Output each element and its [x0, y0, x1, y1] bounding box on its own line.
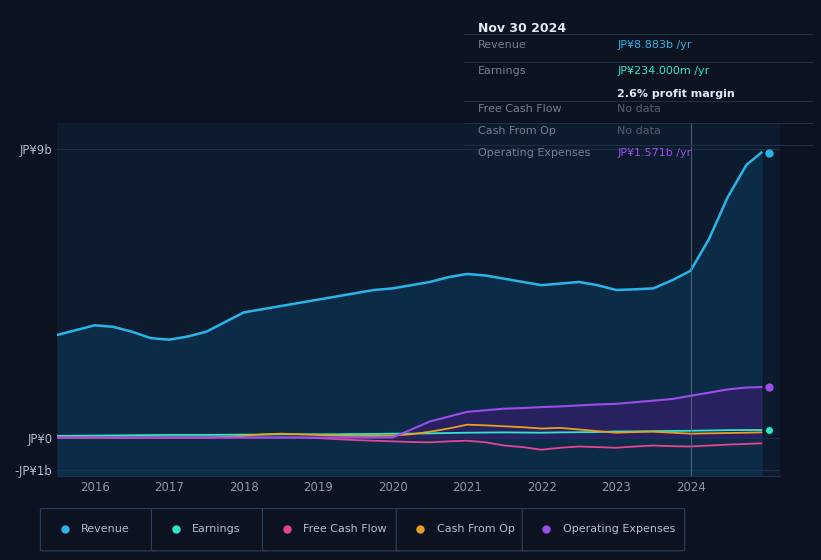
Text: No data: No data — [617, 104, 661, 114]
Text: Revenue: Revenue — [478, 40, 526, 50]
FancyBboxPatch shape — [522, 508, 685, 551]
Text: JP¥8.883b /yr: JP¥8.883b /yr — [617, 40, 692, 50]
FancyBboxPatch shape — [151, 508, 268, 551]
Text: JP¥234.000m /yr: JP¥234.000m /yr — [617, 66, 709, 76]
FancyBboxPatch shape — [397, 508, 529, 551]
Text: Cash From Op: Cash From Op — [478, 126, 556, 136]
Text: Earnings: Earnings — [192, 524, 241, 534]
Text: Operating Expenses: Operating Expenses — [478, 148, 590, 158]
Text: Earnings: Earnings — [478, 66, 526, 76]
Text: Free Cash Flow: Free Cash Flow — [303, 524, 387, 534]
Text: Revenue: Revenue — [81, 524, 130, 534]
Text: Operating Expenses: Operating Expenses — [563, 524, 676, 534]
Text: 2.6% profit margin: 2.6% profit margin — [617, 90, 735, 100]
FancyBboxPatch shape — [40, 508, 158, 551]
Text: Free Cash Flow: Free Cash Flow — [478, 104, 562, 114]
Text: JP¥1.571b /yr: JP¥1.571b /yr — [617, 148, 691, 158]
Text: Nov 30 2024: Nov 30 2024 — [478, 22, 566, 35]
FancyBboxPatch shape — [263, 508, 402, 551]
Text: No data: No data — [617, 126, 661, 136]
Text: Cash From Op: Cash From Op — [437, 524, 515, 534]
